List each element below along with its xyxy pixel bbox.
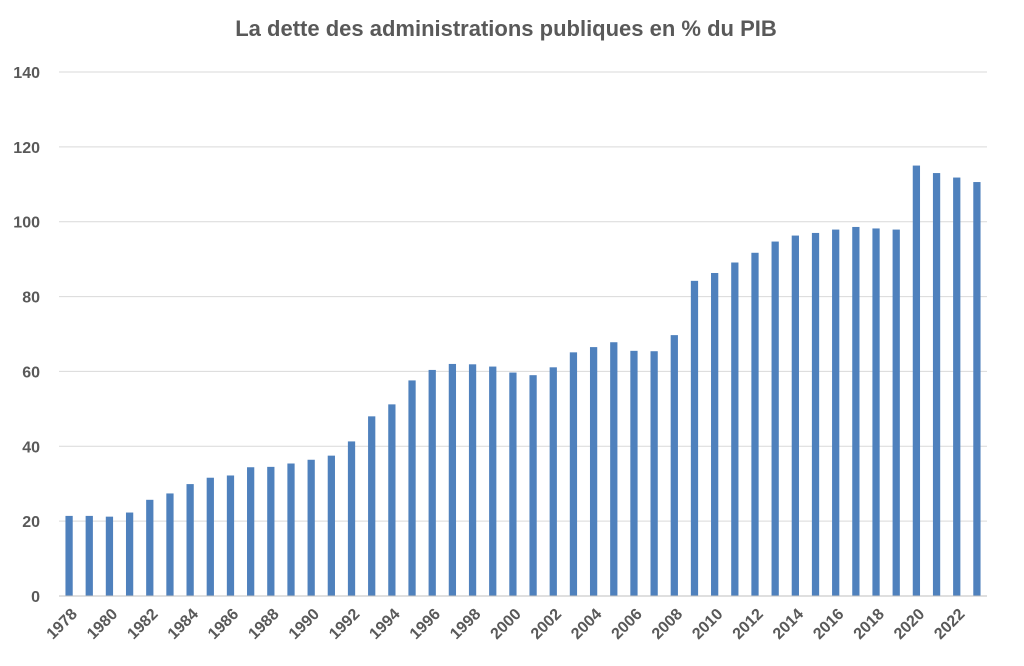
bar-2001 (529, 375, 537, 596)
y-tick-label: 120 (13, 140, 40, 157)
bar-2003 (569, 352, 578, 596)
bar-2007 (650, 351, 658, 596)
bar-1989 (287, 463, 295, 596)
gridlines (59, 71, 987, 522)
bar-2004 (589, 347, 598, 596)
bar-2016 (832, 229, 840, 596)
x-tick-label: 2002 (528, 606, 565, 643)
bar-1979 (85, 515, 93, 596)
y-tick-label: 0 (31, 589, 40, 606)
y-tick-label: 60 (22, 364, 40, 381)
bar-2022 (953, 177, 961, 596)
bar-1985 (206, 477, 214, 596)
x-tick-label: 1980 (84, 606, 121, 643)
y-tick-label: 80 (22, 290, 40, 307)
bar-2013 (771, 241, 779, 596)
bar-1988 (267, 466, 275, 596)
x-tick-label: 1984 (165, 606, 202, 643)
bar-2023 (973, 182, 981, 597)
x-tick-label: 1994 (366, 606, 403, 643)
y-tick-label: 140 (13, 65, 40, 82)
bar-2005 (610, 342, 618, 596)
bar-2020 (912, 165, 921, 597)
bar-1995 (408, 380, 416, 596)
bar-1984 (186, 484, 194, 596)
x-tick-label: 2000 (488, 606, 525, 643)
x-tick-label: 1978 (44, 606, 81, 643)
bar-1983 (166, 493, 174, 596)
bar-2012 (751, 252, 759, 596)
bar-1991 (327, 455, 335, 596)
x-tick-label: 2012 (730, 606, 767, 643)
bar-1997 (448, 363, 457, 596)
x-tick-label: 1992 (326, 606, 363, 643)
bar-2011 (731, 262, 739, 596)
x-tick-label: 2008 (649, 606, 686, 643)
bar-2010 (711, 272, 719, 596)
bar-2009 (690, 280, 699, 596)
y-axis: 0 20 40 60 80 100 120 140 (13, 65, 40, 606)
bar-1990 (307, 459, 315, 596)
bar-2006 (630, 350, 638, 596)
x-tick-label: 2016 (810, 606, 847, 643)
bar-1980 (105, 516, 114, 596)
bar-1999 (489, 366, 497, 596)
bar-1987 (247, 467, 255, 596)
x-tick-label: 1988 (245, 606, 282, 643)
bar-2014 (791, 235, 799, 596)
bar-2019 (892, 229, 900, 596)
y-tick-label: 100 (13, 215, 40, 232)
y-tick-label: 40 (22, 439, 40, 456)
x-tick-label: 1996 (407, 606, 444, 643)
bar-2002 (549, 367, 557, 596)
bar-2021 (932, 173, 941, 597)
x-tick-label: 2010 (689, 606, 726, 643)
x-axis: 1978 1980 1982 1984 1986 1988 1990 1992 1994 1996… (44, 606, 969, 643)
bar-2000 (509, 372, 517, 596)
bar-1992 (347, 441, 356, 596)
x-tick-label: 2018 (851, 606, 888, 643)
bar-2018 (872, 228, 880, 597)
x-tick-label: 2022 (931, 606, 968, 643)
bar-2008 (670, 335, 678, 596)
x-tick-label: 1998 (447, 606, 484, 643)
x-tick-label: 2020 (891, 606, 928, 643)
bar-1981 (125, 512, 134, 596)
bar-1993 (368, 416, 376, 596)
x-tick-label: 1990 (286, 606, 323, 643)
x-tick-label: 2014 (770, 606, 807, 643)
bar-1998 (468, 364, 477, 596)
bar-1978 (65, 515, 73, 596)
chart-title: La dette des administrations publiques e… (235, 16, 777, 41)
bar-series (65, 165, 981, 597)
bar-1996 (428, 369, 436, 596)
bar-2015 (811, 232, 820, 596)
bar-1982 (146, 499, 154, 596)
bar-1986 (226, 475, 235, 596)
x-tick-label: 2004 (568, 606, 605, 643)
y-tick-label: 20 (22, 514, 40, 531)
bar-1994 (388, 404, 396, 596)
x-tick-label: 1982 (124, 606, 161, 643)
x-tick-label: 1986 (205, 606, 242, 643)
bar-2017 (852, 226, 860, 596)
x-tick-label: 2006 (609, 606, 646, 643)
